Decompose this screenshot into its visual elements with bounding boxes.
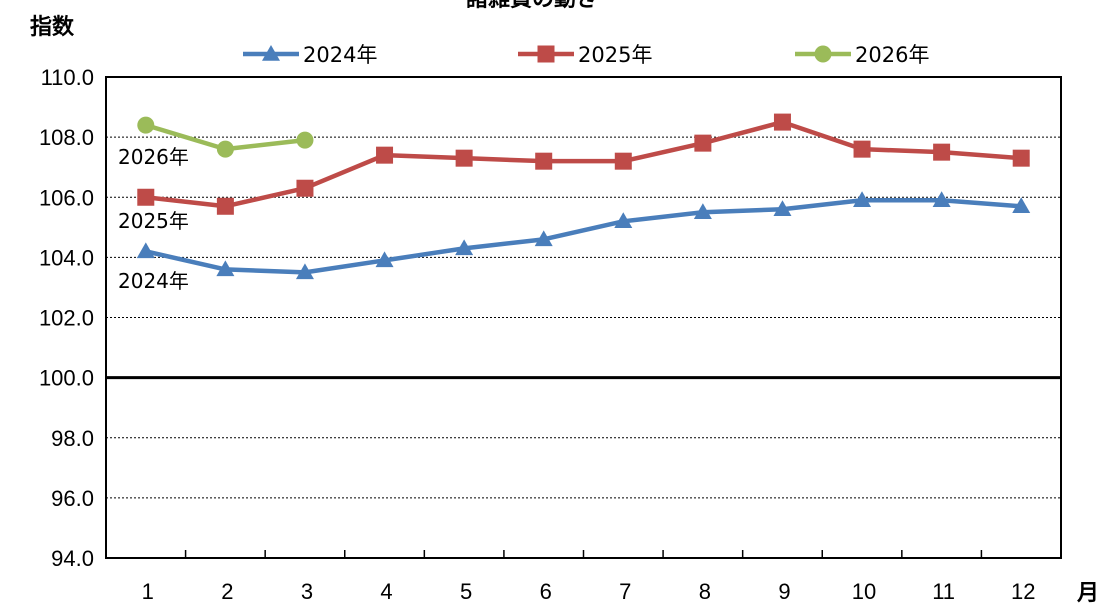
data-point (455, 239, 474, 256)
data-point (614, 152, 632, 170)
x-tick-label: 6 (540, 579, 552, 604)
x-tick-label: 4 (380, 579, 392, 604)
chart-title: 諸雑費の動き (466, 0, 598, 12)
series-line (145, 198, 1022, 275)
legend-marker (537, 45, 555, 63)
legend: 2024年 2025年 2026年 (243, 43, 929, 67)
data-point (1012, 197, 1031, 214)
x-tick-label: 10 (852, 579, 876, 604)
y-tick-label: 102.0 (39, 306, 94, 331)
data-point (614, 212, 633, 229)
series-annotation: 2026年 (118, 145, 189, 169)
y-tick-label: 106.0 (39, 185, 94, 210)
data-point (932, 191, 951, 208)
legend-label: 2025年 (578, 43, 652, 67)
data-point (693, 203, 712, 220)
data-point (216, 140, 234, 158)
y-tick-label: 98.0 (51, 426, 94, 451)
series-line (145, 119, 1022, 209)
legend-marker (814, 45, 832, 63)
series-0 (136, 191, 1031, 280)
series-2 (137, 116, 314, 158)
data-point (295, 263, 314, 280)
y-tick-label: 96.0 (51, 486, 94, 511)
data-point (375, 251, 394, 268)
series-layer (136, 113, 1031, 280)
series-annotations: 2026年 2025年 2024年 (118, 145, 189, 293)
data-point (933, 143, 951, 161)
data-point (1012, 149, 1030, 167)
legend-label: 2026年 (855, 43, 929, 67)
x-tick-label: 2 (221, 579, 233, 604)
data-point (773, 200, 792, 217)
x-tick-label: 1 (142, 579, 154, 604)
y-tick-label: 104.0 (39, 245, 94, 270)
data-point (535, 152, 553, 170)
legend-marker (262, 45, 280, 61)
axes: 94.096.098.0100.0102.0104.0106.0108.0110… (39, 65, 1036, 604)
data-point (216, 260, 235, 277)
data-point (137, 188, 155, 206)
x-tick-label: 5 (460, 579, 472, 604)
x-tick-label: 12 (1011, 579, 1035, 604)
data-point (296, 179, 314, 197)
x-axis-label: 月 (1076, 581, 1099, 606)
data-point (455, 149, 473, 167)
data-point (216, 197, 234, 215)
series-annotation: 2025年 (118, 209, 189, 233)
x-tick-label: 9 (778, 579, 790, 604)
y-tick-label: 100.0 (39, 366, 94, 391)
data-point (694, 134, 712, 152)
series-1 (137, 113, 1030, 215)
data-point (773, 113, 791, 131)
x-tick-label: 11 (932, 579, 955, 604)
x-tick-label: 7 (619, 579, 631, 604)
grid-lines (106, 136, 1061, 499)
y-tick-label: 110.0 (41, 65, 94, 90)
data-point (376, 146, 394, 164)
data-point (853, 191, 872, 208)
x-tick-label: 3 (301, 579, 313, 604)
y-tick-label: 108.0 (39, 125, 94, 150)
data-point (853, 140, 871, 158)
y-axis-label: 指数 (30, 14, 75, 40)
series-annotation: 2024年 (118, 269, 189, 293)
data-point (137, 116, 155, 134)
y-tick-label: 94.0 (51, 546, 94, 571)
data-point (136, 242, 155, 259)
legend-label: 2024年 (303, 43, 377, 67)
data-point (534, 230, 553, 247)
x-tick-label: 8 (699, 579, 711, 604)
data-point (296, 131, 314, 149)
